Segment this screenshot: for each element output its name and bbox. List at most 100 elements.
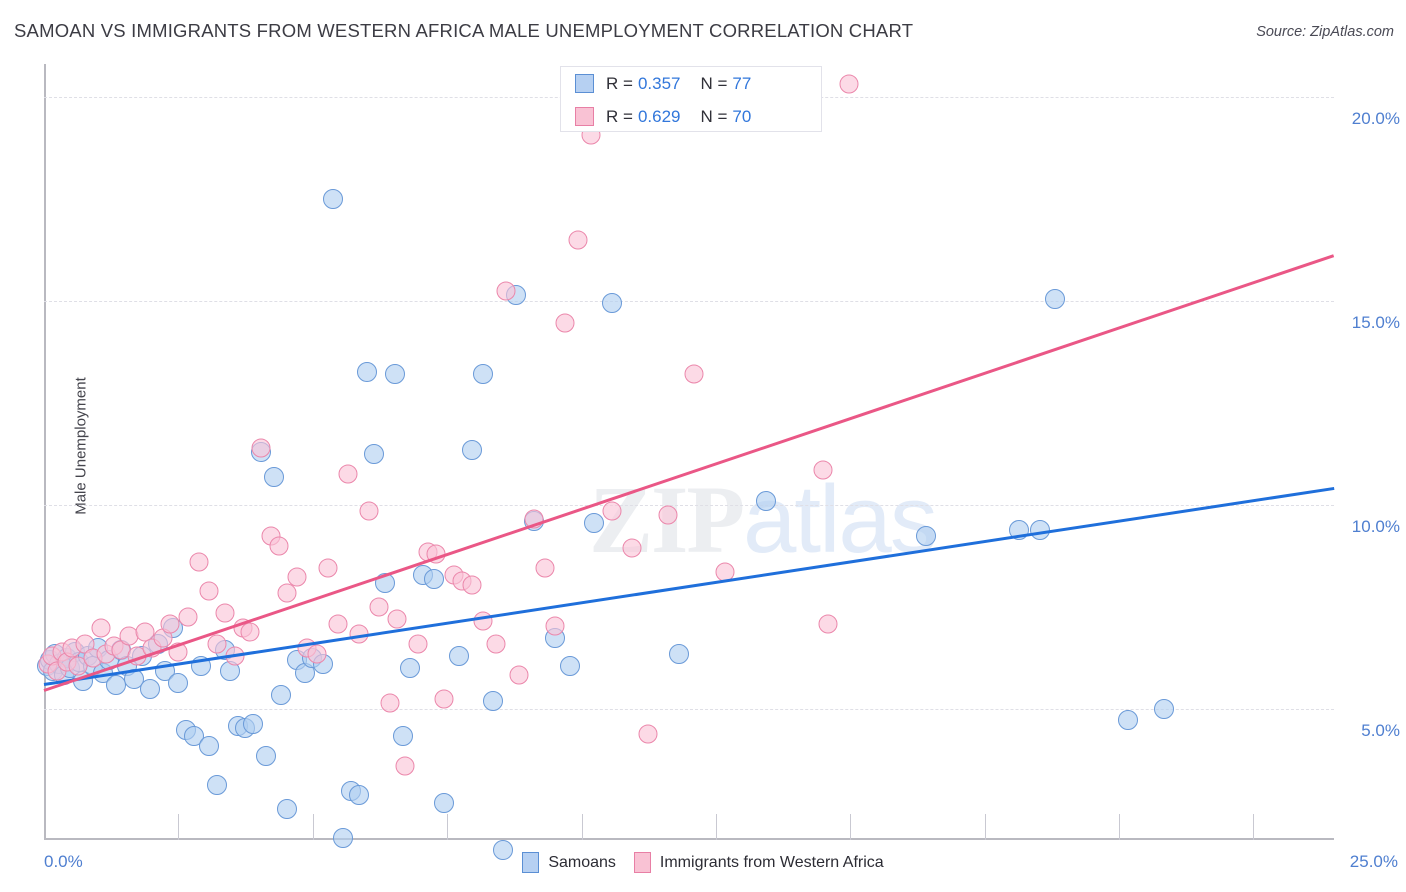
scatter-point: [1045, 288, 1066, 309]
scatter-point: [287, 567, 307, 587]
scatter-point: [225, 646, 245, 666]
trendline-samoans: [43, 486, 1335, 686]
scatter-point: [601, 292, 622, 313]
scatter-point: [1029, 519, 1050, 540]
scatter-point: [535, 558, 555, 578]
scatter-point: [276, 799, 297, 820]
r-value-1: 0.357: [637, 73, 681, 93]
scatter-point: [240, 622, 260, 642]
scatter-point: [91, 618, 111, 638]
scatter-point: [392, 725, 413, 746]
scatter-point: [426, 544, 446, 564]
r-label-2: R =: [606, 106, 633, 126]
scatter-point: [395, 756, 415, 776]
scatter-point: [916, 525, 937, 546]
x-axis-tick: [850, 814, 852, 840]
scatter-point: [560, 656, 581, 677]
x-axis-tick: [1253, 814, 1255, 840]
x-axis-tick: [984, 814, 986, 840]
scatter-point: [191, 656, 212, 677]
legend-item-samoans[interactable]: Samoans: [522, 852, 616, 873]
scatter-point: [668, 644, 689, 665]
scatter-point: [509, 665, 529, 685]
scatter-point: [380, 693, 400, 713]
scatter-point: [1117, 709, 1138, 730]
scatter-point: [160, 614, 180, 634]
scatter-point: [555, 313, 575, 333]
x-axis-max-label: 25.0%: [1349, 852, 1398, 871]
y-axis-line: [44, 64, 46, 840]
scatter-point: [568, 230, 588, 250]
legend-item-immigrants-western-africa[interactable]: Immigrants from Western Africa: [633, 852, 884, 873]
scatter-point: [277, 583, 297, 603]
scatter-point: [482, 691, 503, 712]
n-value-2: 70: [732, 106, 752, 126]
scatter-point: [374, 572, 395, 593]
scatter-point: [1009, 519, 1030, 540]
blue-swatch-icon: [575, 74, 594, 93]
x-axis-tick: [447, 814, 449, 840]
scatter-point: [349, 624, 369, 644]
scatter-point: [168, 642, 188, 662]
scatter-point: [387, 609, 407, 629]
scatter-point: [408, 634, 428, 654]
stats-legend-row-immigrants: R = 0.629 N = 70: [561, 100, 821, 133]
scatter-point: [658, 505, 678, 525]
legend-label-immigrants: Immigrants from Western Africa: [659, 853, 884, 871]
scatter-point: [318, 558, 338, 578]
watermark-atlas: atlas: [743, 466, 938, 573]
scatter-point: [433, 793, 454, 814]
scatter-point: [106, 674, 127, 695]
scatter-point: [251, 438, 271, 458]
scatter-point: [322, 188, 343, 209]
scatter-point: [333, 827, 354, 848]
n-label-2: N =: [700, 106, 728, 126]
scatter-point: [189, 552, 209, 572]
scatter-point: [839, 74, 859, 94]
y-axis-tick-label: 10.0%: [1351, 517, 1400, 537]
scatter-point: [168, 672, 189, 693]
scatter-point: [255, 746, 276, 767]
scatter-point: [139, 678, 160, 699]
scatter-point: [307, 644, 327, 664]
scatter-point: [818, 614, 838, 634]
scatter-point: [127, 646, 147, 666]
scatter-point: [486, 634, 505, 654]
scatter-point: [359, 501, 379, 521]
scatter-point: [328, 614, 348, 634]
scatter-point: [423, 568, 444, 589]
scatter-point: [199, 736, 220, 757]
trendline-immigrants: [43, 253, 1335, 692]
scatter-point: [638, 724, 658, 744]
gridline: [44, 505, 1334, 507]
scatter-point: [622, 538, 642, 558]
x-axis-line: [44, 838, 1334, 840]
scatter-point: [178, 607, 198, 627]
x-axis-tick: [581, 814, 583, 840]
scatter-point: [496, 281, 516, 301]
scatter-point: [124, 668, 145, 689]
scatter-point: [199, 581, 219, 601]
scatter-point: [602, 501, 622, 521]
scatter-point: [269, 536, 289, 556]
x-axis-tick: [312, 814, 314, 840]
x-axis-tick: [715, 814, 717, 840]
stats-legend: R = 0.357 N = 77 R = 0.629 N = 70: [560, 66, 822, 132]
n-value-1: 77: [732, 73, 752, 93]
scatter-point: [473, 611, 493, 631]
scatter-point: [207, 634, 227, 654]
x-axis-tick: [178, 814, 180, 840]
gridline: [44, 300, 1334, 302]
scatter-point: [756, 491, 777, 511]
stats-legend-row-samoans: R = 0.357 N = 77: [561, 67, 821, 100]
r-value-2: 0.629: [637, 106, 681, 126]
scatter-point: [472, 364, 493, 385]
legend-label-samoans: Samoans: [548, 853, 616, 871]
scatter-point: [462, 439, 483, 460]
scatter-point: [1153, 699, 1174, 720]
scatter-point: [462, 575, 482, 595]
scatter-point: [271, 685, 292, 705]
scatter-point: [434, 689, 454, 709]
scatter-point: [364, 444, 385, 465]
